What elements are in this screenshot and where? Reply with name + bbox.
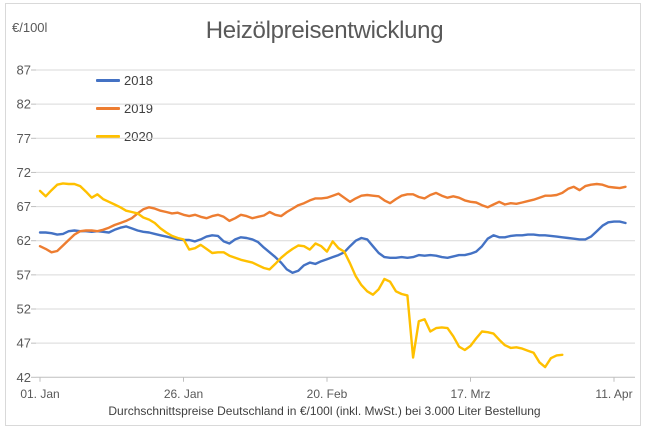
y-axis-label-57: 57 — [17, 267, 31, 282]
x-axis-label-20-feb: 20. Feb — [307, 387, 348, 401]
legend-label-2018: 2018 — [124, 72, 153, 88]
chart-title: Heizölpreisentwicklung — [205, 17, 444, 44]
y-axis-label-52: 52 — [17, 302, 31, 317]
y-axis-label-87: 87 — [17, 63, 31, 78]
series-2020-line — [38, 182, 564, 369]
y-axis-label-77: 77 — [17, 131, 31, 146]
y-axis-label-82: 82 — [17, 97, 31, 112]
y-axis-label-62: 62 — [17, 233, 31, 248]
legend-item-2020: 2020 — [96, 122, 153, 150]
y-axis-label-67: 67 — [17, 199, 31, 214]
y-axis-label-42: 42 — [17, 370, 31, 385]
legend-swatch-2018 — [96, 78, 120, 82]
chart-caption: Durchschnittspreise Deutschland in €/100… — [108, 404, 541, 418]
x-axis-label-17-mrz: 17. Mrz — [450, 387, 490, 401]
y-axis-label-72: 72 — [17, 165, 31, 180]
legend-label-2020: 2020 — [124, 128, 153, 144]
legend-item-2018: 2018 — [96, 66, 153, 94]
legend: 2018 2019 2020 — [96, 66, 153, 150]
x-axis-label-11-apr: 11. Apr — [595, 387, 632, 401]
series-2018-line — [38, 220, 627, 274]
legend-swatch-2020 — [96, 134, 120, 138]
y-axis-label-47: 47 — [17, 336, 31, 351]
y-axis-unit-label: €/100l — [12, 20, 48, 35]
x-axis-label-01-jan: 01. Jan — [20, 387, 59, 401]
x-axis-label-26-jan: 26. Jan — [164, 387, 203, 401]
legend-swatch-2019 — [96, 106, 120, 110]
